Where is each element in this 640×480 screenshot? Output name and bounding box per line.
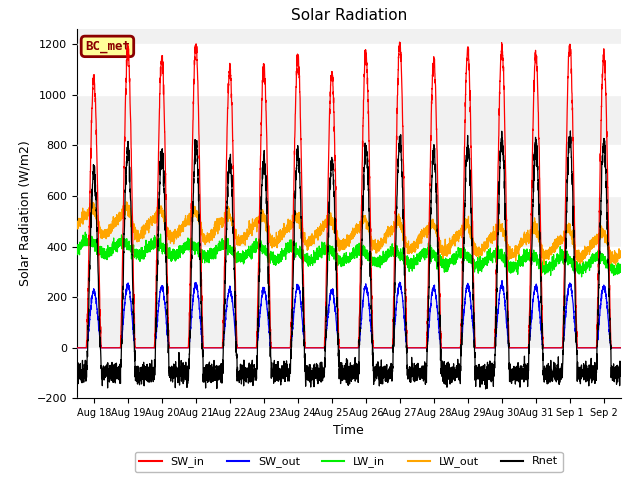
Rnet [398, 174, 406, 180]
Bar [77, 196, 621, 247]
SW_out [498, 282, 506, 288]
SW_out [73, 345, 81, 351]
SW_in [396, 39, 403, 45]
LW_in [73, 244, 81, 250]
Bar [77, 95, 621, 145]
LW_in [617, 265, 625, 271]
SW_out [369, 344, 377, 349]
SW_in [525, 334, 532, 339]
Bar [77, 0, 621, 44]
SW_in [498, 42, 506, 48]
SW_out [539, 342, 547, 348]
Rnet [186, 347, 193, 352]
Text: BC_met: BC_met [85, 40, 130, 53]
Line: SW_out: SW_out [77, 281, 621, 348]
SW_in [186, 313, 193, 319]
SW_in [369, 338, 377, 344]
Rnet [73, 361, 81, 367]
Line: Rnet: Rnet [77, 131, 621, 389]
LW_in [525, 256, 532, 262]
Rnet [482, 386, 490, 392]
LW_out [88, 196, 95, 202]
Rnet [525, 358, 532, 363]
LW_out [498, 221, 506, 227]
LW_out [369, 240, 377, 245]
LW_out [186, 222, 193, 228]
SW_out [498, 278, 506, 284]
SW_in [398, 92, 406, 97]
Rnet [617, 363, 625, 369]
Line: LW_out: LW_out [77, 199, 621, 265]
SW_out [525, 342, 532, 348]
Title: Solar Radiation: Solar Radiation [291, 9, 407, 24]
Bar [77, 297, 621, 348]
LW_in [81, 229, 89, 235]
LW_out [398, 230, 406, 236]
Rnet [566, 128, 574, 134]
LW_out [612, 262, 620, 268]
SW_in [539, 335, 547, 340]
Line: LW_in: LW_in [77, 232, 621, 277]
LW_out [525, 235, 532, 240]
LW_in [369, 259, 377, 265]
SW_out [186, 339, 193, 345]
LW_in [539, 260, 547, 265]
Line: SW_in: SW_in [77, 42, 621, 348]
LW_in [498, 258, 506, 264]
SW_out [617, 345, 625, 351]
Legend: SW_in, SW_out, LW_in, LW_out, Rnet: SW_in, SW_out, LW_in, LW_out, Rnet [135, 452, 563, 472]
LW_in [398, 255, 406, 261]
LW_out [617, 254, 625, 260]
SW_in [73, 345, 81, 351]
LW_out [73, 219, 81, 225]
Rnet [498, 146, 506, 152]
SW_out [398, 290, 406, 296]
LW_in [578, 274, 586, 280]
LW_out [539, 253, 547, 259]
SW_in [617, 345, 625, 351]
X-axis label: Time: Time [333, 424, 364, 437]
Y-axis label: Solar Radiation (W/m2): Solar Radiation (W/m2) [18, 141, 31, 287]
LW_in [186, 241, 193, 247]
Rnet [539, 343, 547, 349]
Rnet [369, 356, 377, 362]
